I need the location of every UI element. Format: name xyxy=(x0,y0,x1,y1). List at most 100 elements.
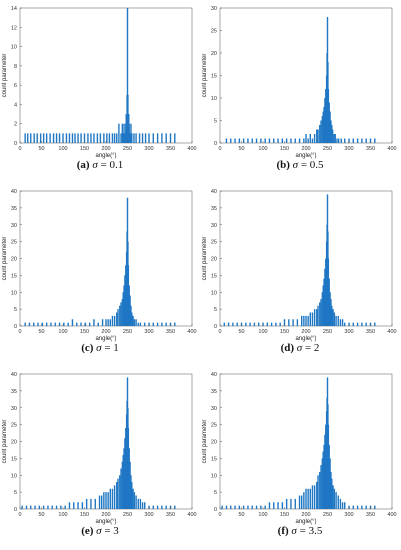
bar xyxy=(319,125,321,143)
y-tick-label: 30 xyxy=(211,6,217,12)
y-tick-label: 25 xyxy=(11,423,17,429)
bar xyxy=(236,322,238,327)
bar xyxy=(71,133,74,143)
bar xyxy=(352,322,354,327)
bar xyxy=(225,505,228,510)
bar xyxy=(88,322,91,327)
bar xyxy=(34,505,36,510)
bar xyxy=(169,133,172,143)
bar xyxy=(156,133,159,143)
bar xyxy=(316,129,318,143)
bar xyxy=(36,133,38,143)
bar xyxy=(303,138,305,143)
y-tick-label: 20 xyxy=(211,51,217,57)
bar xyxy=(339,319,342,326)
x-tick-label: 300 xyxy=(144,329,153,335)
x-axis-label: angle(°) xyxy=(295,153,316,159)
bar xyxy=(137,322,139,327)
bar xyxy=(120,133,122,143)
caption-d: (d) σ = 2 xyxy=(280,342,320,354)
bar xyxy=(337,138,340,143)
bar xyxy=(128,448,130,509)
y-tick-label: 15 xyxy=(211,456,217,462)
bar xyxy=(337,315,339,327)
bar xyxy=(307,138,309,143)
x-tick-label: 0 xyxy=(18,512,21,518)
bar xyxy=(128,123,130,143)
bar xyxy=(90,133,92,143)
bar xyxy=(335,315,337,327)
bar xyxy=(116,312,118,326)
bar xyxy=(340,138,342,143)
x-tick-label: 50 xyxy=(238,512,244,518)
bar xyxy=(344,138,346,143)
bar xyxy=(174,505,176,510)
bar xyxy=(361,505,363,510)
bar xyxy=(275,322,277,327)
bar xyxy=(317,475,319,509)
caption-c: (c) σ = 1 xyxy=(81,342,119,354)
x-tick-label: 150 xyxy=(80,512,89,518)
y-tick-label: 15 xyxy=(11,273,17,279)
bar xyxy=(156,505,159,510)
panel-c: 0 50 100 150 200 250 300 350 400 0 5 10 15 20 25 30 35 40… xyxy=(0,183,200,366)
y-axis-label: count parameter xyxy=(2,420,8,464)
bar xyxy=(327,424,330,510)
y-tick-label: 30 xyxy=(211,223,217,229)
bar xyxy=(42,505,45,510)
bar xyxy=(329,458,331,510)
y-tick-label: 40 xyxy=(11,372,17,378)
x-tick-label: 50 xyxy=(38,512,44,518)
bar xyxy=(270,322,273,327)
bar xyxy=(45,133,48,143)
x-tick-label: 350 xyxy=(366,146,375,152)
bar xyxy=(327,89,330,143)
y-tick-label: 15 xyxy=(11,456,17,462)
bar xyxy=(320,299,322,326)
plot-area-frame xyxy=(19,7,193,144)
y-tick-label: 15 xyxy=(211,273,217,279)
bar xyxy=(45,322,48,327)
bar xyxy=(328,102,330,143)
bar xyxy=(156,322,159,327)
x-tick-label: 100 xyxy=(258,329,267,335)
bar xyxy=(80,322,82,327)
y-tick-label: 6 xyxy=(14,83,17,89)
bar xyxy=(77,133,79,143)
bar xyxy=(85,498,88,510)
bar xyxy=(42,133,45,143)
bar xyxy=(325,258,327,326)
bar xyxy=(324,268,326,327)
bar xyxy=(113,133,116,143)
bar xyxy=(330,299,332,326)
x-tick-label: 350 xyxy=(366,512,375,518)
caption-e: (e) σ = 3 xyxy=(81,525,119,537)
bar xyxy=(55,505,58,510)
bar xyxy=(249,322,251,327)
x-tick-label: 0 xyxy=(218,329,221,335)
bar xyxy=(165,133,167,143)
x-tick-label: 200 xyxy=(101,512,110,518)
bar xyxy=(123,285,125,326)
bar xyxy=(319,302,321,327)
x-tick-label: 250 xyxy=(123,146,132,152)
bar xyxy=(313,309,316,327)
bar xyxy=(116,133,118,143)
y-tick-label: 35 xyxy=(211,389,217,395)
bar xyxy=(321,458,324,510)
panel-e: 0 50 100 150 200 250 300 350 400 0 5 10 15 20 25 30 35 40… xyxy=(0,366,200,549)
bar xyxy=(27,133,29,143)
bar xyxy=(152,322,154,327)
bar xyxy=(77,502,79,509)
x-tick-label: 350 xyxy=(166,146,175,152)
bar xyxy=(129,295,131,327)
bar xyxy=(255,505,258,510)
bar xyxy=(225,138,228,143)
y-tick-label: 40 xyxy=(211,372,217,378)
x-tick-label: 0 xyxy=(18,146,21,152)
bar xyxy=(81,502,84,509)
bar xyxy=(94,498,96,510)
bar xyxy=(127,94,129,143)
bar xyxy=(24,133,26,143)
bar xyxy=(174,322,176,327)
